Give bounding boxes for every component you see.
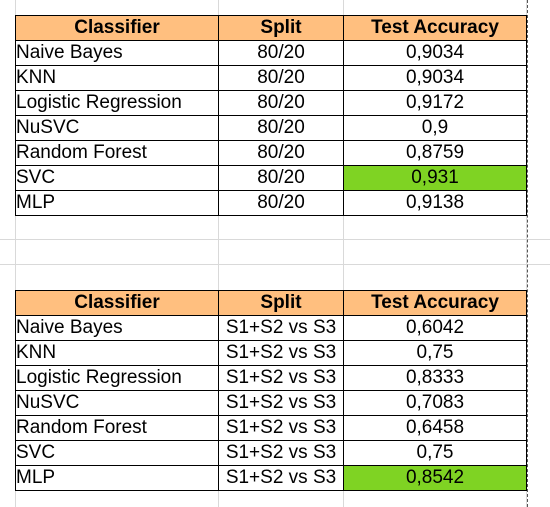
- accuracy-cell[interactable]: 0,8759: [343, 140, 527, 166]
- classifier-cell[interactable]: NuSVC: [15, 115, 219, 141]
- split-cell[interactable]: 80/20: [218, 65, 344, 91]
- classifier-cell[interactable]: Logistic Regression: [15, 365, 219, 391]
- results-table-80-20: Classifier Split Test Accuracy Naive Bay…: [15, 15, 527, 216]
- grid-row-line: [0, 264, 550, 265]
- header-cell-test-accuracy[interactable]: Test Accuracy: [343, 15, 527, 41]
- table-row: Logistic Regression 80/20 0,9172: [15, 90, 527, 116]
- accuracy-cell[interactable]: 0,931: [343, 165, 527, 191]
- classifier-cell[interactable]: Random Forest: [15, 415, 219, 441]
- table-row: Naive Bayes S1+S2 vs S3 0,6042: [15, 315, 527, 341]
- split-cell[interactable]: S1+S2 vs S3: [218, 465, 344, 491]
- split-cell[interactable]: 80/20: [218, 140, 344, 166]
- classifier-cell[interactable]: Random Forest: [15, 140, 219, 166]
- header-cell-split[interactable]: Split: [218, 15, 344, 41]
- table-row: Random Forest S1+S2 vs S3 0,6458: [15, 415, 527, 441]
- split-cell[interactable]: 80/20: [218, 165, 344, 191]
- grid-column-line: [218, 0, 219, 507]
- classifier-cell[interactable]: KNN: [15, 65, 219, 91]
- accuracy-cell[interactable]: 0,9172: [343, 90, 527, 116]
- table-row: Naive Bayes 80/20 0,9034: [15, 40, 527, 66]
- classifier-cell[interactable]: Naive Bayes: [15, 40, 219, 66]
- table-row: NuSVC 80/20 0,9: [15, 115, 527, 141]
- table-row: Random Forest 80/20 0,8759: [15, 140, 527, 166]
- header-row: Classifier Split Test Accuracy: [15, 15, 527, 41]
- table-row: Logistic Regression S1+S2 vs S3 0,8333: [15, 365, 527, 391]
- classifier-cell[interactable]: MLP: [15, 190, 219, 216]
- split-cell[interactable]: S1+S2 vs S3: [218, 440, 344, 466]
- classifier-cell[interactable]: Naive Bayes: [15, 315, 219, 341]
- accuracy-cell[interactable]: 0,8542: [343, 465, 527, 491]
- page-break-line: [527, 0, 528, 507]
- classifier-cell[interactable]: MLP: [15, 465, 219, 491]
- split-cell[interactable]: 80/20: [218, 40, 344, 66]
- classifier-cell[interactable]: SVC: [15, 165, 219, 191]
- header-cell-classifier[interactable]: Classifier: [15, 290, 219, 316]
- table-row: KNN 80/20 0,9034: [15, 65, 527, 91]
- accuracy-cell[interactable]: 0,9: [343, 115, 527, 141]
- accuracy-cell[interactable]: 0,9034: [343, 40, 527, 66]
- accuracy-cell[interactable]: 0,6042: [343, 315, 527, 341]
- table-row: MLP 80/20 0,9138: [15, 190, 527, 216]
- accuracy-cell[interactable]: 0,9034: [343, 65, 527, 91]
- accuracy-cell[interactable]: 0,75: [343, 440, 527, 466]
- results-table-s1s2-vs-s3: Classifier Split Test Accuracy Naive Bay…: [15, 290, 527, 491]
- accuracy-cell[interactable]: 0,75: [343, 340, 527, 366]
- accuracy-cell[interactable]: 0,7083: [343, 390, 527, 416]
- header-row: Classifier Split Test Accuracy: [15, 290, 527, 316]
- classifier-cell[interactable]: SVC: [15, 440, 219, 466]
- table-row: KNN S1+S2 vs S3 0,75: [15, 340, 527, 366]
- header-cell-test-accuracy[interactable]: Test Accuracy: [343, 290, 527, 316]
- table-row: SVC 80/20 0,931: [15, 165, 527, 191]
- split-cell[interactable]: S1+S2 vs S3: [218, 315, 344, 341]
- table-row: MLP S1+S2 vs S3 0,8542: [15, 465, 527, 491]
- split-cell[interactable]: 80/20: [218, 115, 344, 141]
- grid-row-line: [0, 239, 550, 240]
- split-cell[interactable]: 80/20: [218, 90, 344, 116]
- split-cell[interactable]: S1+S2 vs S3: [218, 415, 344, 441]
- split-cell[interactable]: S1+S2 vs S3: [218, 365, 344, 391]
- accuracy-cell[interactable]: 0,9138: [343, 190, 527, 216]
- table-row: NuSVC S1+S2 vs S3 0,7083: [15, 390, 527, 416]
- header-cell-classifier[interactable]: Classifier: [15, 15, 219, 41]
- header-cell-split[interactable]: Split: [218, 290, 344, 316]
- split-cell[interactable]: S1+S2 vs S3: [218, 390, 344, 416]
- accuracy-cell[interactable]: 0,6458: [343, 415, 527, 441]
- table-row: SVC S1+S2 vs S3 0,75: [15, 440, 527, 466]
- grid-column-line: [343, 0, 344, 507]
- classifier-cell[interactable]: Logistic Regression: [15, 90, 219, 116]
- classifier-cell[interactable]: KNN: [15, 340, 219, 366]
- classifier-cell[interactable]: NuSVC: [15, 390, 219, 416]
- grid-column-line: [526, 0, 527, 507]
- accuracy-cell[interactable]: 0,8333: [343, 365, 527, 391]
- split-cell[interactable]: S1+S2 vs S3: [218, 340, 344, 366]
- split-cell[interactable]: 80/20: [218, 190, 344, 216]
- grid-column-line: [15, 0, 16, 507]
